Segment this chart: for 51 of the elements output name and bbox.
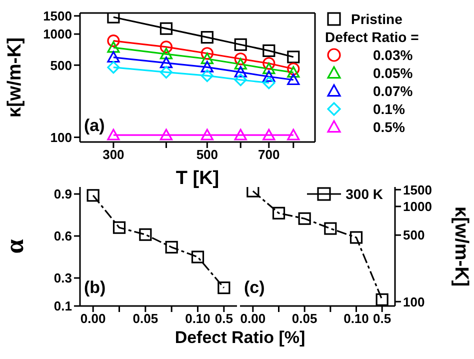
y2-axis-title: κ[w/m-K]: [450, 206, 472, 287]
point: [324, 222, 337, 235]
annotation: (a): [84, 116, 105, 136]
x-axis-title: T [K]: [176, 168, 220, 189]
x-tick-label: 300: [102, 147, 124, 162]
point: [272, 206, 286, 220]
point: [246, 187, 260, 198]
x-tick-label: 0.05: [292, 311, 318, 326]
y-tick-label: 1000: [43, 26, 72, 42]
legend-label: 0.1%: [373, 101, 405, 117]
legend-label: 0.03%: [373, 47, 413, 63]
x-tick-label: 0.05: [132, 311, 158, 326]
x-tick-label: 0.5: [373, 311, 392, 326]
x-tick-label: 0.5: [214, 311, 233, 326]
point: [139, 228, 152, 241]
y2-tick-label: 500: [403, 228, 425, 243]
legend-label: 300 K: [346, 186, 383, 202]
y-tick-label: 0.6: [54, 228, 72, 244]
point: [298, 212, 311, 225]
point: [191, 250, 204, 264]
x-tick-label: 0.10: [344, 311, 369, 326]
y2-tick-label: 100: [403, 294, 425, 310]
y-tick-label: 500: [50, 58, 72, 73]
legend-title: Defect Ratio =: [325, 28, 419, 46]
y2-tick-label: 1500: [403, 182, 432, 198]
legend-label: 0.5%: [373, 119, 405, 135]
y2-tick-label: 1000: [403, 199, 432, 214]
y-tick-label: 0.1: [54, 298, 72, 314]
y-tick-label: 0.3: [54, 270, 72, 286]
x-axis-title: Defect Ratio [%]: [174, 328, 306, 348]
y-axis-title: α: [0, 238, 30, 254]
y-tick-label: 100: [50, 130, 72, 145]
x-tick-label: 700: [258, 147, 280, 162]
annotation: (b): [84, 278, 106, 298]
x-tick-label: 0.10: [185, 311, 210, 326]
point: [112, 221, 126, 234]
legend-label: 0.05%: [373, 65, 413, 81]
point: [376, 293, 388, 306]
x-tick-label: 0.00: [80, 311, 106, 326]
point: [218, 282, 230, 294]
x-tick-label: 0.00: [240, 311, 266, 326]
y-tick-label: 1500: [43, 8, 72, 24]
annotation: (c): [244, 278, 265, 298]
point: [86, 189, 100, 202]
x-tick-label: 500: [196, 147, 218, 162]
legend-label: Pristine: [351, 11, 402, 27]
legend-label: 0.07%: [373, 83, 413, 99]
point: [350, 231, 363, 244]
point: [165, 240, 178, 254]
y-axis-title: κ[w/m-K]: [4, 37, 26, 118]
y-tick-label: 0.9: [54, 186, 72, 202]
